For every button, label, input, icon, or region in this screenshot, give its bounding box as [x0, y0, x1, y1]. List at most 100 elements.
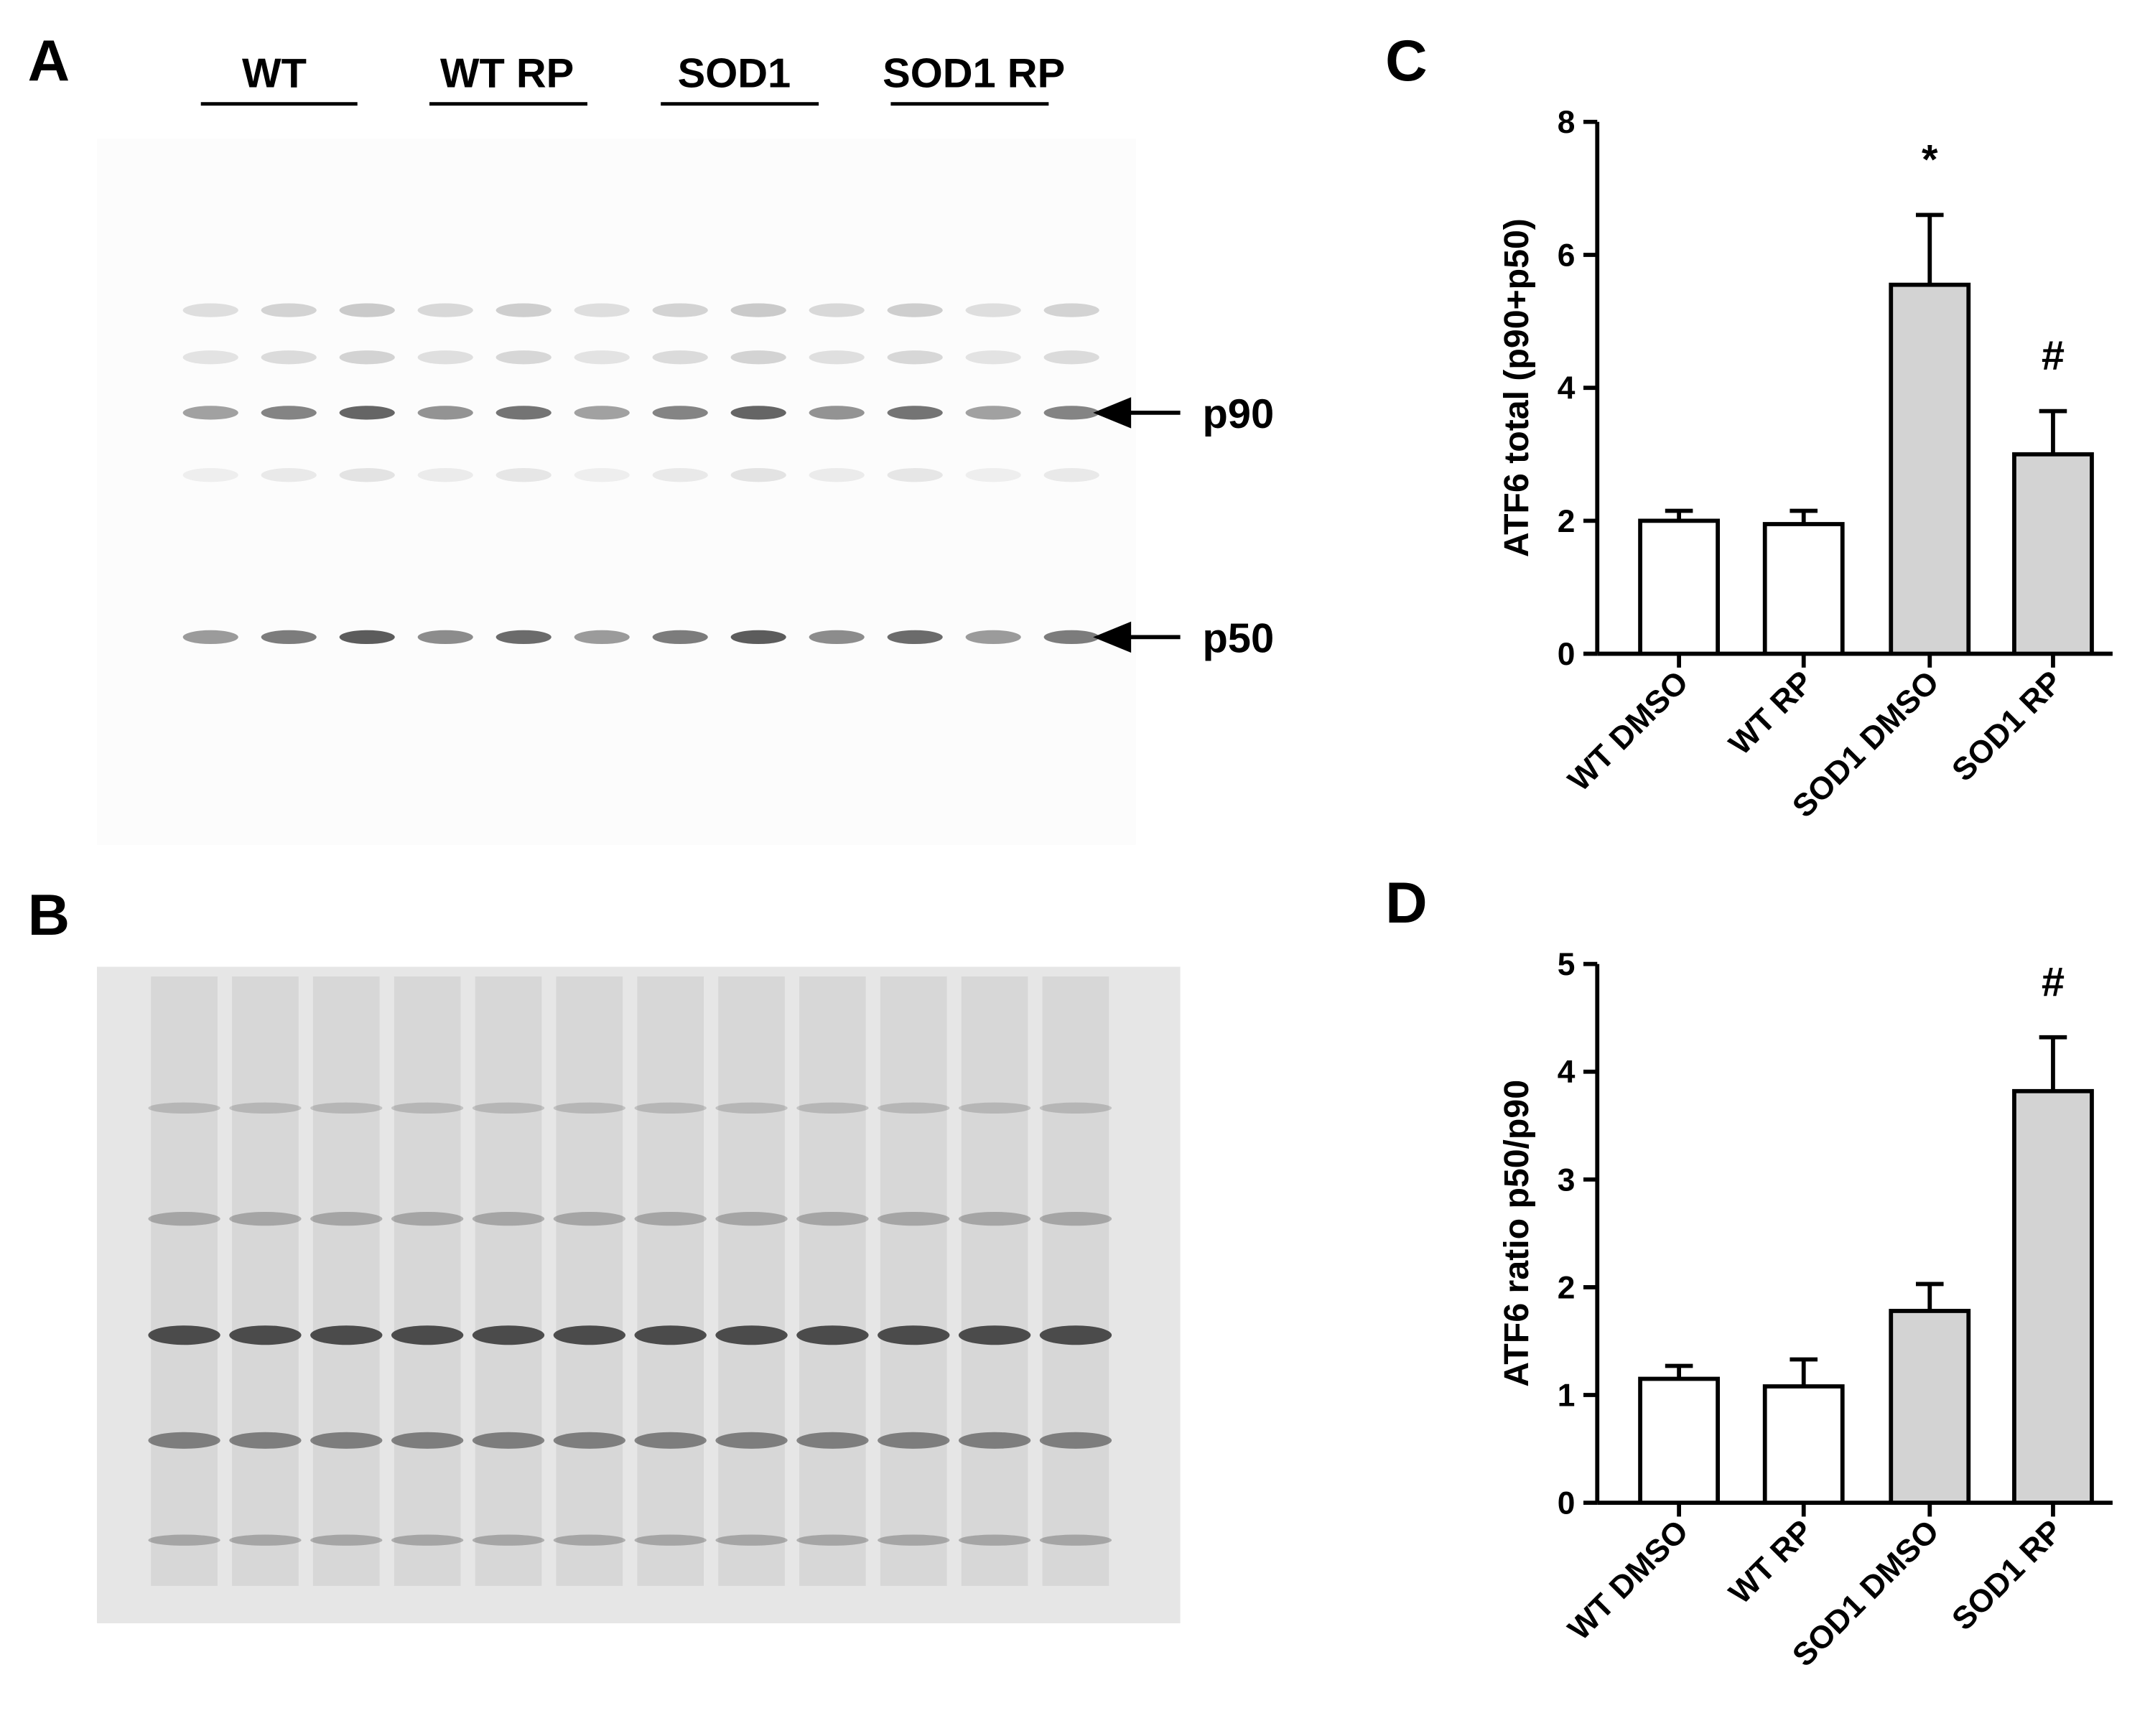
y-axis-label: ATF6 ratio p50/p90 [1497, 1080, 1536, 1387]
blot-band [965, 630, 1021, 645]
y-tick-label: 0 [1558, 637, 1576, 672]
blot-band [1043, 468, 1099, 482]
annotation: * [1922, 137, 1938, 183]
blot-band [182, 303, 238, 317]
gel-band [229, 1212, 302, 1226]
blot-band [730, 303, 786, 317]
gel-band [958, 1325, 1031, 1345]
blot-band [182, 468, 238, 482]
gel-lane [880, 976, 947, 1586]
blot-band [417, 630, 473, 645]
gel-band [958, 1534, 1031, 1546]
gel-band [472, 1432, 545, 1449]
blot-band [887, 350, 943, 365]
blot-band [809, 468, 865, 482]
gel-band [310, 1212, 383, 1226]
blot-band [1043, 630, 1099, 645]
blot-band [1043, 350, 1099, 365]
gel-band [553, 1325, 625, 1345]
blot-band [574, 630, 630, 645]
annotation: # [2042, 959, 2065, 1005]
gel-band [391, 1534, 464, 1546]
gel-band [796, 1102, 869, 1114]
blot-band [887, 630, 943, 645]
gel-band [796, 1325, 869, 1345]
gel-band [958, 1102, 1031, 1114]
blot-band [730, 350, 786, 365]
gel-lane [961, 976, 1028, 1586]
gel-b-lanes [148, 976, 1112, 1586]
x-tick-label: WT DMSO [1561, 1513, 1695, 1647]
x-tick-label: WT DMSO [1561, 664, 1695, 798]
blot-band [417, 468, 473, 482]
gel-band [472, 1325, 545, 1345]
gel-band [1039, 1534, 1112, 1546]
bar [2012, 452, 2094, 656]
y-tick-label: 1 [1558, 1378, 1576, 1413]
y-axis-label: ATF6 total (p90+p50) [1497, 218, 1536, 557]
group-label: SOD1 [678, 51, 791, 97]
blot-band [417, 303, 473, 317]
y-tick-label: 2 [1558, 1270, 1576, 1305]
gel-lane [718, 976, 785, 1586]
gel-band [958, 1432, 1031, 1449]
gel-band [148, 1432, 220, 1449]
blot-band [887, 468, 943, 482]
arrows [1093, 397, 1181, 653]
gel-band [878, 1432, 950, 1449]
gel-band [553, 1534, 625, 1546]
blot-band [339, 350, 395, 365]
gel-band [796, 1432, 869, 1449]
blot-band [574, 350, 630, 365]
blot-band [965, 468, 1021, 482]
gel-band [634, 1325, 707, 1345]
y-tick-label: 2 [1558, 504, 1576, 539]
blot-band [495, 630, 552, 645]
blot-band [887, 406, 943, 420]
blot-band [574, 303, 630, 317]
blot-band [182, 630, 238, 645]
gel-band [229, 1534, 302, 1546]
blot-band [261, 468, 317, 482]
y-tick-label: 3 [1558, 1162, 1576, 1198]
gel-band [1039, 1102, 1112, 1114]
gel-lane [475, 976, 542, 1586]
gel-lane [151, 976, 218, 1586]
gel-band [310, 1534, 383, 1546]
gel-band [634, 1212, 707, 1226]
band-label: p90 [1202, 391, 1274, 437]
x-tick-label: SOD1 RP [1945, 1513, 2069, 1637]
gel-band [878, 1325, 950, 1345]
band-label: p50 [1202, 616, 1274, 662]
bar [1889, 1309, 1971, 1506]
y-tick-label: 8 [1558, 105, 1576, 140]
blot-band [652, 350, 708, 365]
gel-lane [799, 976, 866, 1586]
group-label: WT RP [440, 51, 574, 97]
bar [1889, 282, 1971, 656]
x-tick-label: WT RP [1723, 664, 1820, 762]
gel-lane [637, 976, 704, 1586]
gel-band [391, 1325, 464, 1345]
blot-band [182, 406, 238, 420]
gel-band [310, 1432, 383, 1449]
gel-lane [312, 976, 380, 1586]
bar [1762, 522, 1845, 656]
blot-band [652, 468, 708, 482]
blot-band [417, 406, 473, 420]
gel-band [1039, 1325, 1112, 1345]
gel-band [634, 1102, 707, 1114]
bar [2012, 1088, 2094, 1506]
blot-band [652, 303, 708, 317]
blot-band [261, 630, 317, 645]
blot-band [261, 406, 317, 420]
blot-band [730, 468, 786, 482]
gel-band [229, 1102, 302, 1114]
blot-a [97, 138, 1136, 845]
blot-band [887, 303, 943, 317]
y-tick-label: 4 [1558, 371, 1576, 406]
gel-lane [232, 976, 299, 1586]
gel-band [796, 1534, 869, 1546]
